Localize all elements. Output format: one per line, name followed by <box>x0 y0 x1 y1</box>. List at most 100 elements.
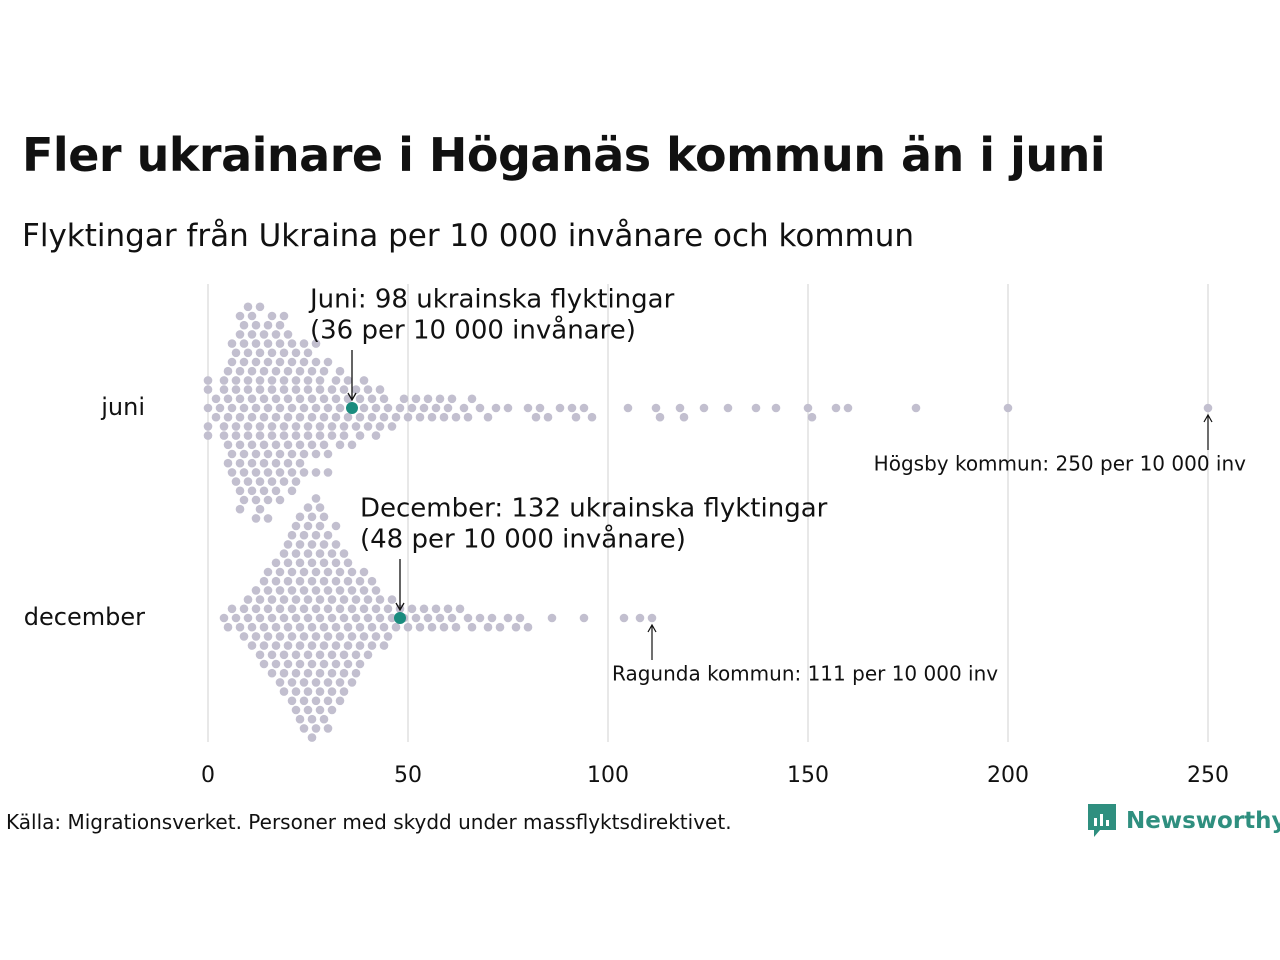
highlight-point <box>394 612 406 624</box>
data-point <box>259 486 269 496</box>
data-point <box>299 678 309 687</box>
data-point <box>307 412 317 422</box>
data-point <box>1003 403 1013 413</box>
data-point <box>295 714 305 724</box>
data-point <box>299 357 309 367</box>
data-point <box>547 613 557 623</box>
highlight-label: (48 per 10 000 invånare) <box>360 524 686 555</box>
data-point <box>291 595 301 604</box>
data-point <box>567 403 577 413</box>
data-point <box>231 348 241 358</box>
data-point <box>295 659 305 669</box>
data-point <box>387 595 397 604</box>
data-point <box>487 613 497 623</box>
data-point <box>339 422 349 431</box>
max-annotation-label: Ragunda kommun: 111 per 10 000 inv <box>612 662 998 686</box>
data-point <box>291 650 301 660</box>
data-point <box>239 632 249 641</box>
data-point <box>279 422 289 431</box>
data-point <box>435 394 445 404</box>
data-point <box>251 495 261 505</box>
data-point <box>263 495 273 505</box>
data-point <box>291 549 301 558</box>
annotations: Juni: 98 ukrainska flyktingar(36 per 10 … <box>308 285 1246 686</box>
data-point <box>283 540 293 549</box>
data-point <box>411 613 421 623</box>
data-point <box>287 530 297 540</box>
data-point <box>451 412 461 422</box>
data-point <box>327 431 337 440</box>
data-point <box>279 595 289 604</box>
data-point <box>319 440 329 450</box>
data-point <box>235 366 245 376</box>
data-point <box>251 586 261 595</box>
newsworthy-logo[interactable]: Newsworthy <box>1088 804 1280 838</box>
data-point <box>327 613 337 623</box>
data-point <box>287 339 297 348</box>
data-point <box>247 394 257 404</box>
data-point <box>235 486 245 496</box>
data-point <box>331 622 341 632</box>
data-point <box>571 412 581 422</box>
data-point <box>267 431 277 440</box>
data-point <box>283 641 293 650</box>
data-point <box>307 622 317 632</box>
data-point <box>355 641 365 650</box>
data-point <box>223 394 233 404</box>
data-point <box>295 540 305 549</box>
highlight-label: December: 132 ukrainska flyktingar <box>360 494 828 524</box>
data-point <box>295 558 305 568</box>
data-point <box>459 403 469 413</box>
data-point <box>679 412 689 422</box>
data-point <box>331 376 341 385</box>
data-point <box>315 422 325 431</box>
data-point <box>319 714 329 724</box>
data-point <box>323 604 333 614</box>
data-point <box>303 705 313 715</box>
data-point <box>299 567 309 577</box>
data-point <box>283 558 293 568</box>
data-point <box>227 357 237 367</box>
data-point <box>295 576 305 586</box>
data-point <box>255 376 265 385</box>
data-point <box>255 650 265 660</box>
data-point <box>271 330 281 339</box>
data-point <box>287 449 297 459</box>
data-point <box>239 468 249 477</box>
data-point <box>271 641 281 650</box>
data-point <box>259 394 269 404</box>
data-point <box>503 613 513 623</box>
data-point <box>303 376 313 385</box>
data-point <box>447 394 457 404</box>
data-point <box>331 412 341 422</box>
x-tick-label: 50 <box>394 763 422 788</box>
data-point <box>447 613 457 623</box>
data-point <box>343 558 353 568</box>
data-point <box>263 604 273 614</box>
data-point <box>423 394 433 404</box>
data-point <box>323 586 333 595</box>
data-point <box>223 440 233 450</box>
data-point <box>319 576 329 586</box>
data-point <box>831 403 841 413</box>
data-point <box>279 385 289 394</box>
data-point <box>247 622 257 632</box>
data-point <box>443 604 453 614</box>
data-point <box>355 576 365 586</box>
data-point <box>343 659 353 669</box>
data-point <box>243 595 253 604</box>
x-tick-label: 250 <box>1187 763 1229 788</box>
data-point <box>247 458 257 468</box>
data-point <box>247 412 257 422</box>
data-point <box>239 320 249 330</box>
data-point <box>259 440 269 450</box>
data-point <box>299 632 309 641</box>
data-point <box>263 449 273 459</box>
data-point <box>287 604 297 614</box>
data-point <box>239 495 249 505</box>
data-point <box>315 431 325 440</box>
data-point <box>295 512 305 522</box>
data-point <box>367 641 377 650</box>
data-point <box>203 403 213 413</box>
